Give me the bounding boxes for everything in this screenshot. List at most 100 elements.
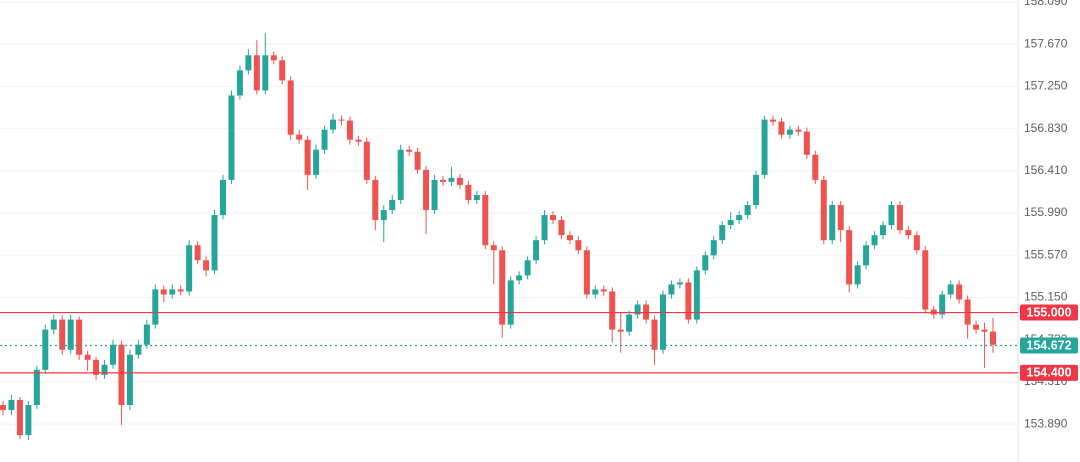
candle-body (693, 270, 700, 320)
candle-body (465, 184, 472, 200)
price-badge (1020, 337, 1078, 354)
candle-body (211, 215, 218, 271)
candle-body (736, 215, 743, 221)
candle-body (600, 289, 607, 292)
candle-body (321, 129, 328, 150)
y-tick-label: 156.410 (1024, 163, 1068, 177)
candle-body (406, 149, 413, 152)
candle-body (25, 405, 32, 436)
candle-body (499, 250, 506, 325)
candle-body (727, 220, 734, 226)
candle-body (592, 289, 599, 295)
candle-body (820, 179, 827, 241)
candle-body (118, 344, 125, 406)
candle-body (110, 344, 116, 365)
candle-body (668, 284, 675, 295)
candle-body (533, 240, 540, 261)
grid (0, 0, 1019, 462)
price-badges: 155.000 154.672 154.400 (1020, 304, 1078, 381)
candle-body (456, 177, 463, 185)
candle-body (287, 80, 294, 135)
candle-body (59, 319, 66, 350)
candle-body (837, 205, 844, 231)
candle-body (634, 304, 641, 315)
candle-body (482, 194, 489, 246)
y-tick-label: 155.990 (1024, 205, 1068, 219)
candle-body (490, 245, 497, 251)
candle-body (744, 205, 751, 216)
candle-body (76, 319, 83, 355)
candle-body (558, 220, 565, 236)
y-tick-label: 158.090 (1024, 0, 1068, 8)
candle-body (448, 177, 455, 182)
candle-body (846, 230, 853, 285)
price-badge-label: 154.400 (1026, 366, 1071, 380)
candle-body (575, 240, 582, 251)
candle-body (380, 210, 387, 221)
candle-body (685, 282, 692, 320)
candle-body (981, 329, 988, 332)
y-tick-label: 155.570 (1024, 247, 1068, 261)
candle-body (67, 319, 74, 350)
candle-body (617, 329, 624, 332)
candle-body (84, 354, 91, 360)
candle-body (676, 282, 683, 285)
candle-body (397, 149, 404, 200)
candle-body (431, 179, 438, 211)
candle-body (372, 179, 379, 221)
candle-body (939, 294, 946, 315)
candle-body (0, 405, 6, 411)
y-tick-label: 156.830 (1024, 121, 1068, 135)
candle-body (33, 369, 40, 406)
candle-body (583, 250, 590, 295)
price-badge-label: 155.000 (1026, 305, 1071, 319)
candle-body (896, 205, 903, 231)
price-badge-label: 154.672 (1026, 338, 1071, 352)
candle-body (313, 149, 320, 175)
candle-body (363, 141, 370, 180)
candle-body (761, 119, 768, 175)
candle-body (228, 95, 235, 180)
price-lines (0, 311, 1018, 374)
candle-body (660, 294, 666, 350)
candle-body (423, 169, 430, 211)
candle-body (203, 260, 210, 271)
candle-body (236, 70, 243, 96)
candle-body (973, 324, 980, 330)
candle-body (169, 289, 176, 295)
candle-body (270, 55, 277, 61)
candle-body (812, 154, 819, 180)
candle-body (541, 215, 548, 241)
candle-body (42, 329, 49, 370)
candle-body (719, 225, 726, 241)
candle-body (135, 344, 142, 355)
candle-body (16, 399, 23, 436)
y-tick-label: 155.150 (1024, 290, 1068, 304)
candle-body (702, 255, 709, 271)
candle-body (947, 284, 954, 295)
candle-body (279, 60, 286, 81)
candle-body (516, 275, 523, 281)
candle-body (863, 245, 870, 266)
candle-body (710, 240, 717, 256)
candle-body (880, 225, 886, 236)
candle-body (753, 174, 760, 206)
candle-body (795, 129, 802, 132)
candle-body (101, 364, 108, 375)
candles (0, 33, 996, 441)
candle-body (304, 139, 311, 175)
candle-body (186, 245, 193, 292)
candle-body (126, 354, 133, 406)
candle-body (888, 205, 895, 226)
candle-body (651, 319, 658, 350)
y-tick-label: 157.250 (1024, 79, 1068, 93)
candle-body (194, 245, 201, 261)
candle-body (296, 134, 303, 140)
candle-body (956, 284, 963, 300)
candle-body (245, 55, 252, 71)
candle-body (803, 131, 810, 155)
candle-body (770, 119, 776, 122)
candle-body (177, 289, 184, 292)
y-tick-label: 157.670 (1024, 36, 1068, 50)
